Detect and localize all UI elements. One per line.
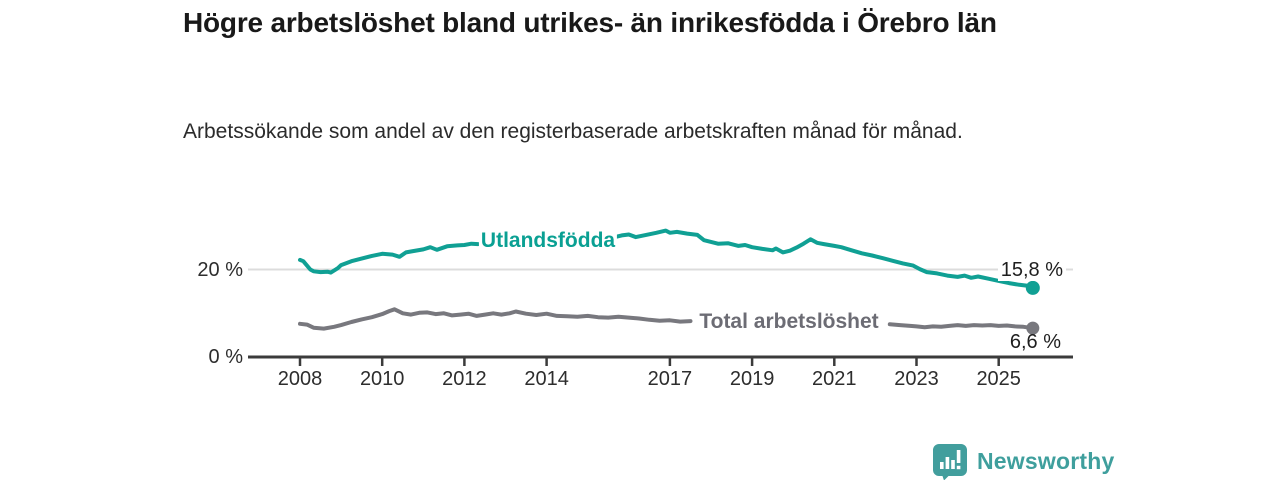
y-axis-tick-label-20: 20 %: [197, 259, 243, 281]
end-dot-total: [1026, 321, 1040, 335]
series-label-utlandsfodda: Utlandsfödda: [478, 229, 618, 253]
x-axis-tick-label-2021: 2021: [812, 368, 857, 390]
end-value-label-utlandsfodda: 15,8 %: [997, 260, 1066, 281]
x-axis-tick-label-2014: 2014: [524, 368, 569, 390]
end-value-label-total: 6,6 %: [1009, 331, 1061, 353]
series-line-total-seg1: [887, 322, 1035, 331]
newsworthy-chart-bubble-icon: [933, 444, 967, 480]
page-title: Högre arbetslöshet bland utrikes- än inr…: [183, 7, 997, 38]
y-axis-tick-label-0: 0 %: [208, 346, 243, 368]
x-axis-tick-label-2025: 2025: [976, 368, 1021, 390]
newsworthy-wordmark: Newsworthy: [977, 448, 1115, 474]
x-axis-tick-label-2008: 2008: [277, 368, 323, 390]
series-label-total-arbetsloshet: Total arbetslöshet: [697, 310, 881, 334]
end-dot-utlandsfodda: [1025, 280, 1040, 295]
chart-subtitle: Arbetssökande som andel av den registerb…: [183, 120, 963, 143]
series-line-total-seg0: [298, 307, 693, 331]
series-line-utlandsfodda-seg1: [614, 228, 1035, 290]
x-axis-tick-label-2012: 2012: [442, 368, 487, 390]
x-axis-tick-label-2019: 2019: [729, 368, 775, 390]
x-axis-tick-label-2023: 2023: [894, 368, 939, 390]
x-axis-tick-label-2010: 2010: [359, 368, 405, 390]
series-line-utlandsfodda-seg0: [298, 241, 480, 275]
x-axis-tick-label-2017: 2017: [647, 368, 693, 390]
newsworthy-logo: Newsworthy: [932, 443, 1114, 480]
